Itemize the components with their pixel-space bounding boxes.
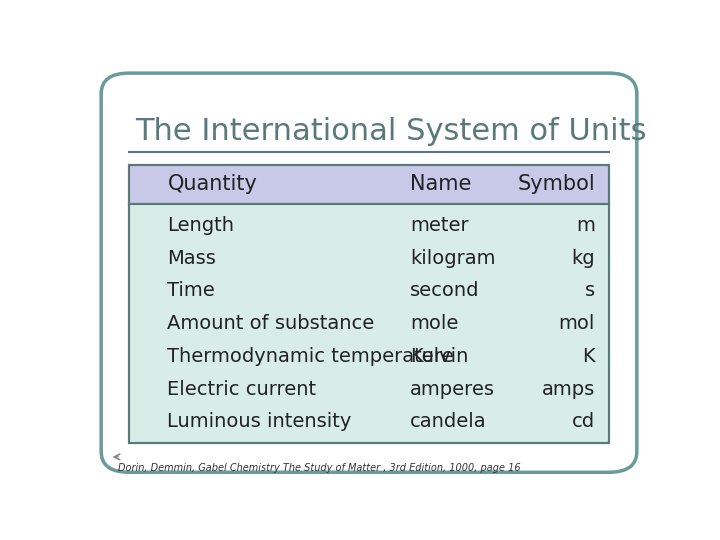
Text: Electric current: Electric current (168, 380, 317, 399)
Text: Luminous intensity: Luminous intensity (168, 413, 352, 431)
Text: kilogram: kilogram (410, 248, 495, 268)
Text: amperes: amperes (410, 380, 495, 399)
Text: s: s (585, 281, 595, 300)
Text: Thermodynamic temperature: Thermodynamic temperature (168, 347, 454, 366)
Text: mole: mole (410, 314, 458, 333)
Bar (129, 165, 609, 204)
Text: Quantity: Quantity (168, 174, 257, 194)
Text: Amount of substance: Amount of substance (168, 314, 374, 333)
Text: Dorin, Demmin, Gabel Chemistry The Study of Matter , 3rd Edition, 1000, page 16: Dorin, Demmin, Gabel Chemistry The Study… (118, 463, 521, 473)
Text: Symbol: Symbol (517, 174, 595, 194)
Text: Length: Length (168, 216, 235, 235)
Text: meter: meter (410, 216, 469, 235)
Text: cd: cd (572, 413, 595, 431)
Text: Name: Name (410, 174, 471, 194)
Text: m: m (576, 216, 595, 235)
Text: Time: Time (168, 281, 215, 300)
Bar (129, 204, 609, 443)
Text: candela: candela (410, 413, 487, 431)
Text: kg: kg (572, 248, 595, 268)
Text: amps: amps (541, 380, 595, 399)
FancyBboxPatch shape (101, 73, 637, 472)
Text: mol: mol (559, 314, 595, 333)
Text: The International System of Units: The International System of Units (135, 117, 646, 146)
Text: K: K (582, 347, 595, 366)
Text: Mass: Mass (168, 248, 216, 268)
Bar (129, 165, 609, 443)
Text: Kelvin: Kelvin (410, 347, 468, 366)
Text: second: second (410, 281, 480, 300)
